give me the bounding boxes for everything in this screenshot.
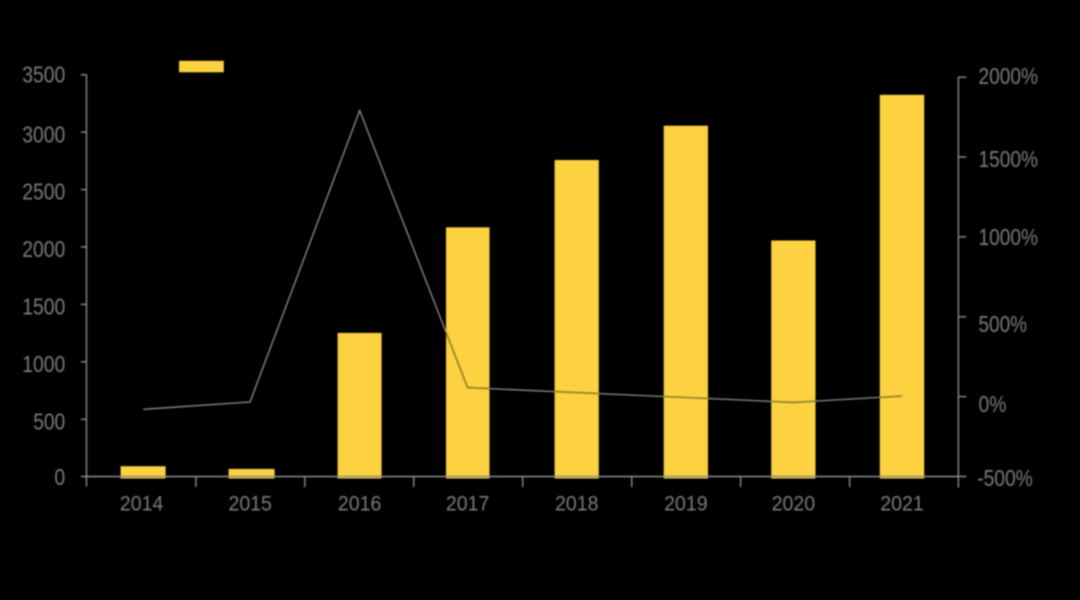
svg-text:2017: 2017	[446, 493, 490, 516]
svg-text:2000: 2000	[22, 236, 65, 262]
svg-text:2015: 2015	[228, 493, 272, 516]
svg-text:1500%: 1500%	[979, 146, 1039, 172]
svg-text:1500: 1500	[22, 294, 65, 320]
svg-text:2018: 2018	[555, 493, 599, 516]
svg-text:2021: 2021	[880, 493, 924, 516]
svg-text:3000: 3000	[22, 121, 65, 147]
svg-text:2020: 2020	[772, 493, 816, 516]
svg-text:2500: 2500	[22, 179, 65, 205]
svg-text:2016: 2016	[338, 493, 382, 516]
svg-text:500: 500	[33, 408, 65, 434]
svg-text:2019: 2019	[664, 493, 708, 516]
svg-text:500%: 500%	[979, 311, 1028, 337]
svg-text:0%: 0%	[979, 391, 1007, 417]
svg-text:0: 0	[54, 464, 65, 490]
svg-text:2014: 2014	[120, 493, 164, 516]
svg-text:3500: 3500	[22, 61, 65, 87]
svg-text:-500%: -500%	[977, 465, 1033, 491]
svg-text:1000%: 1000%	[979, 224, 1039, 250]
svg-text:2000%: 2000%	[979, 63, 1039, 89]
svg-text:1000: 1000	[22, 351, 65, 377]
